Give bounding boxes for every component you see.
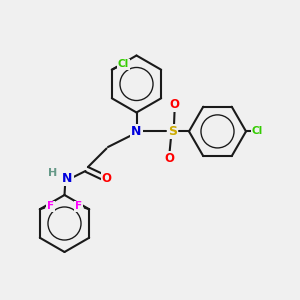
Text: O: O [164, 152, 175, 165]
Text: S: S [168, 125, 177, 138]
Text: O: O [169, 98, 180, 111]
Text: Cl: Cl [252, 126, 263, 136]
Text: F: F [47, 201, 54, 211]
Text: O: O [101, 172, 112, 185]
Text: H: H [48, 167, 57, 178]
Text: F: F [75, 201, 82, 211]
Text: N: N [62, 172, 73, 185]
Text: Cl: Cl [118, 59, 129, 69]
Text: N: N [131, 125, 142, 138]
